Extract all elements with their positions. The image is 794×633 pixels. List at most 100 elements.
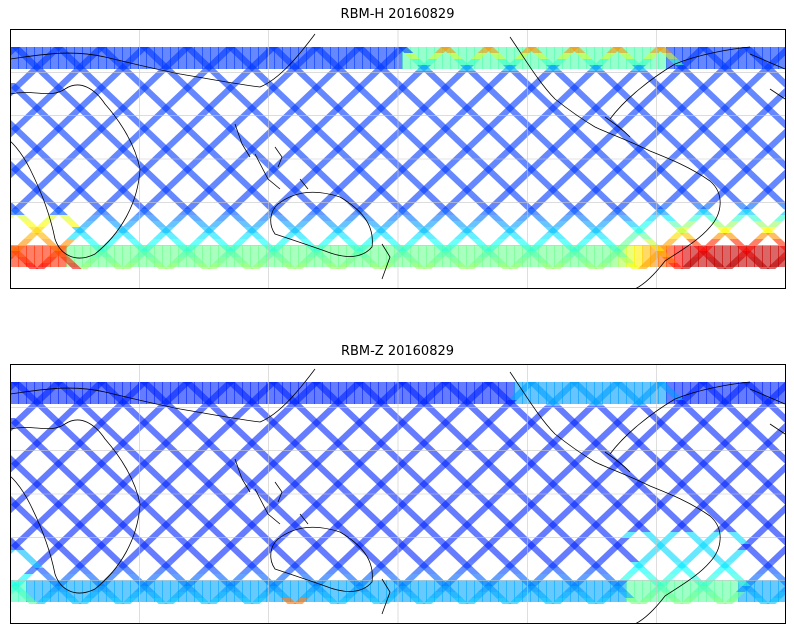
swath-segment	[781, 125, 786, 130]
swath-segment	[664, 472, 681, 478]
swath-segment	[453, 263, 469, 269]
swath-segment	[575, 412, 591, 418]
swath-segment	[454, 436, 471, 442]
swath-segment	[591, 149, 607, 155]
swath-segment	[490, 574, 506, 580]
swath-segment	[661, 412, 677, 418]
swath-segment	[170, 574, 186, 580]
swath-segment	[563, 580, 579, 586]
swath-segment	[247, 149, 263, 155]
swath-segment	[138, 544, 154, 550]
swath-segment	[195, 394, 211, 400]
swath-segment	[638, 556, 654, 562]
swath-segment	[736, 418, 753, 424]
swath-segment	[389, 161, 405, 167]
swath-segment	[700, 424, 716, 430]
swath-segment	[496, 263, 512, 269]
swath-segment	[596, 179, 613, 185]
swath-segment	[429, 77, 445, 83]
swath-segment	[472, 550, 489, 556]
swath-segment	[404, 592, 420, 598]
swath-segment	[558, 412, 574, 418]
swath-segment	[742, 382, 758, 388]
swath-segment	[42, 77, 58, 83]
swath-segment	[669, 101, 686, 107]
swath-segment	[290, 382, 299, 404]
swath-segment	[534, 197, 551, 203]
swath-segment	[260, 161, 276, 167]
swath-segment	[769, 490, 785, 496]
swath-segment	[421, 233, 438, 239]
swath-segment	[545, 65, 562, 71]
swath-segment	[557, 53, 573, 59]
swath-segment	[763, 484, 779, 490]
swath-segment	[557, 388, 573, 394]
swath-segment	[57, 508, 73, 514]
coastline	[594, 461, 721, 624]
swath-segment	[186, 119, 203, 125]
swath-segment	[510, 448, 526, 454]
swath-segment	[745, 454, 762, 460]
swath-segment	[219, 580, 235, 586]
swath-segment	[312, 382, 328, 388]
swath-segment	[142, 131, 158, 137]
swath-segment	[609, 125, 625, 131]
swath-segment	[112, 478, 128, 484]
swath-segment	[648, 538, 664, 544]
swath-segment	[486, 161, 502, 167]
swath-segment	[31, 442, 47, 448]
swath-segment	[423, 406, 439, 412]
swath-segment	[722, 47, 731, 69]
coastline	[609, 381, 751, 455]
swath-segment	[410, 245, 419, 267]
swath-segment	[38, 490, 54, 496]
swath-segment	[452, 221, 468, 227]
coastline	[270, 526, 373, 592]
swath-segment	[673, 227, 689, 233]
swath-segment	[167, 472, 184, 478]
swath-segment	[431, 508, 447, 514]
swath-segment	[237, 406, 253, 412]
swath-segment	[493, 155, 509, 161]
swath-segment	[235, 155, 251, 161]
swath-segment	[362, 197, 379, 203]
swath-segment	[511, 137, 528, 143]
swath-segment	[361, 257, 377, 263]
swath-segment	[348, 580, 364, 586]
swath-segment	[440, 586, 457, 592]
swath-segment	[361, 574, 377, 580]
swath-segment	[658, 47, 667, 69]
swath-segment	[604, 496, 620, 502]
swath-segment	[451, 113, 467, 119]
swath-segment	[249, 233, 266, 239]
swath-segment	[579, 514, 596, 520]
swath-segment	[708, 155, 724, 161]
swath-segment	[121, 263, 137, 269]
swath-segment	[781, 503, 786, 508]
swath-segment	[504, 442, 520, 448]
swath-segment	[339, 155, 355, 161]
swath-segment	[242, 520, 258, 526]
swath-segment	[162, 245, 171, 267]
swath-segment	[520, 245, 536, 251]
swath-segment	[81, 137, 98, 143]
swath-segment	[358, 454, 375, 460]
swath-segment	[34, 245, 43, 267]
swath-segment	[53, 251, 70, 257]
swath-segment	[419, 484, 435, 490]
swath-segment	[680, 394, 696, 400]
swath-segment	[472, 77, 488, 83]
swath-segment	[457, 185, 473, 191]
swath-segment	[338, 448, 354, 454]
swath-segment	[464, 233, 481, 239]
swath-segment	[96, 251, 113, 257]
swath-segment	[318, 239, 334, 245]
swath-segment	[289, 442, 305, 448]
swath-segment	[768, 448, 784, 454]
swath-segment	[80, 448, 96, 454]
swath-segment	[531, 215, 548, 221]
swath-segment	[42, 550, 59, 556]
swath-segment	[432, 466, 448, 472]
swath-segment	[410, 233, 427, 239]
swath-segment	[642, 580, 651, 602]
